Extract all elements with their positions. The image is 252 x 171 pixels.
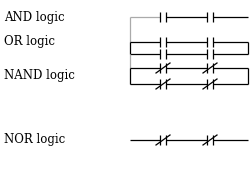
Text: AND logic: AND logic bbox=[4, 10, 65, 23]
Text: NAND logic: NAND logic bbox=[4, 69, 75, 82]
Text: OR logic: OR logic bbox=[4, 36, 55, 49]
Text: NOR logic: NOR logic bbox=[4, 134, 65, 147]
